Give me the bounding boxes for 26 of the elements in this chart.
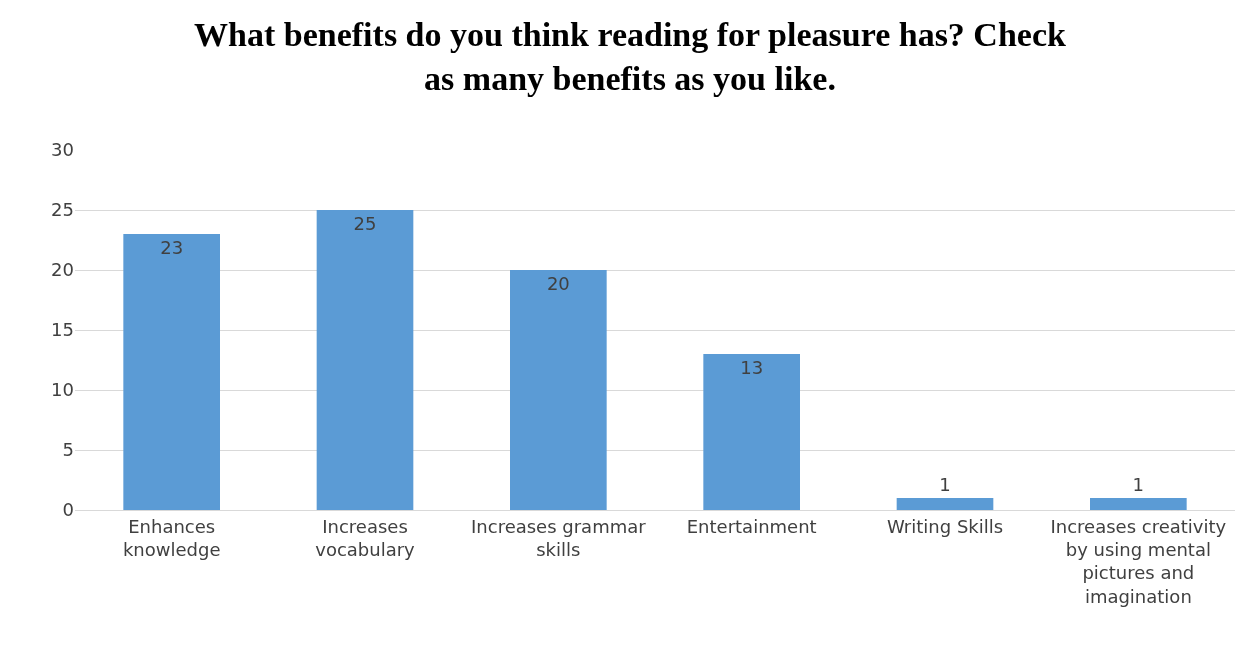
y-tick-label: 20 [51,259,74,281]
y-tick-label: 30 [51,139,74,161]
chart-title: What benefits do you think reading for pleasure has? Check as many benefits as you like. [194,15,1067,97]
data-label: 23 [160,237,184,258]
data-label: 20 [546,273,570,294]
x-tick-label: Increases vocabulary [315,515,416,560]
y-tick-label: 25 [51,199,74,221]
data-label: 1 [1132,474,1145,495]
bar [316,210,414,510]
bar [123,234,220,510]
y-tick-label: 5 [62,439,74,461]
bar [896,498,994,510]
bar [703,354,800,510]
x-tick-label: Increases grammar skills [471,515,647,560]
x-tick-label: Increases creativity by using mental pictures and imagination [1050,515,1227,607]
bar [1090,498,1187,510]
x-tick-label: Enhances knowledge [122,515,221,560]
data-label: 13 [740,357,764,378]
data-label: 1 [939,474,951,495]
y-tick-label: 10 [51,379,74,401]
bar [510,270,607,510]
x-tick-label: Entertainment [686,515,817,537]
x-tick-label: Writing Skills [886,515,1004,537]
y-tick-label: 0 [62,499,74,521]
data-label: 25 [353,213,377,234]
y-tick-label: 15 [51,319,74,341]
